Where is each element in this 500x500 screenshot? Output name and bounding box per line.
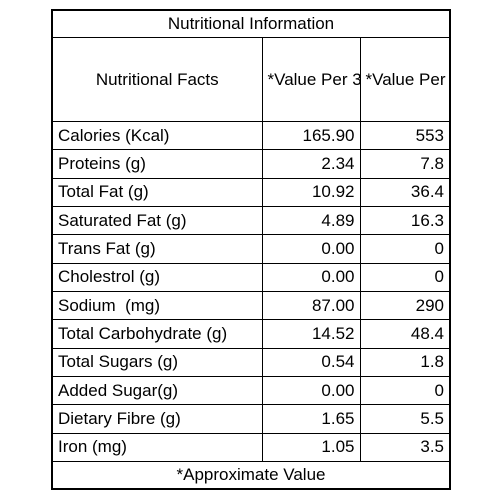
value-per-30g: 2.34	[261, 149, 361, 179]
value-per-100g: 0	[359, 234, 451, 264]
value-per-100g: 3.5	[359, 432, 451, 463]
table-row: Added Sugar(g) 0.00 0	[51, 375, 451, 406]
title-row: Nutritional Information	[51, 9, 451, 38]
table-row: Dietary Fibre (g) 1.65 5.5	[51, 404, 451, 434]
header-nutritional-facts: Nutritional Facts	[51, 37, 263, 122]
nutrient-label: Sodium (mg)	[51, 290, 263, 321]
nutrient-label: Total Fat (g)	[51, 177, 263, 207]
value-per-100g: 0	[359, 262, 451, 292]
value-per-30g: 1.65	[261, 404, 361, 434]
table-row: Saturated Fat (g) 4.89 16.3	[51, 205, 451, 236]
value-per-100g: 553	[359, 120, 451, 151]
value-per-30g: 10.92	[261, 177, 361, 207]
footer-row: *Approximate Value	[51, 461, 451, 490]
table-row: Total Fat (g) 10.92 36.4	[51, 177, 451, 207]
table-row: Iron (mg) 1.05 3.5	[51, 432, 451, 463]
nutrient-label: Total Sugars (g)	[51, 347, 263, 377]
nutrient-label: Calories (Kcal)	[51, 120, 263, 151]
value-per-100g: 16.3	[359, 205, 451, 236]
table-row: Proteins (g) 2.34 7.8	[51, 149, 451, 179]
nutrient-label: Saturated Fat (g)	[51, 205, 263, 236]
nutrient-label: Cholestrol (g)	[51, 262, 263, 292]
value-per-30g: 0.54	[261, 347, 361, 377]
value-per-30g: 0.00	[261, 262, 361, 292]
table-row: Trans Fat (g) 0.00 0	[51, 234, 451, 264]
table-row: Sodium (mg) 87.00 290	[51, 290, 451, 321]
table-row: Total Sugars (g) 0.54 1.8	[51, 347, 451, 377]
nutrient-label: Iron (mg)	[51, 432, 263, 463]
value-per-30g: 165.90	[261, 120, 361, 151]
value-per-100g: 0	[359, 375, 451, 406]
value-per-100g: 5.5	[359, 404, 451, 434]
value-per-30g: 0.00	[261, 375, 361, 406]
value-per-30g: 14.52	[261, 319, 361, 349]
value-per-100g: 7.8	[359, 149, 451, 179]
header-row: Nutritional Facts *Value Per 30 G *Value…	[51, 37, 451, 122]
nutrient-label: Total Carbohydrate (g)	[51, 319, 263, 349]
nutrient-label: Added Sugar(g)	[51, 375, 263, 406]
nutrient-label: Dietary Fibre (g)	[51, 404, 263, 434]
nutrient-label: Proteins (g)	[51, 149, 263, 179]
table-title: Nutritional Information	[51, 9, 451, 38]
value-per-30g: 4.89	[261, 205, 361, 236]
table-row: Total Carbohydrate (g) 14.52 48.4	[51, 319, 451, 349]
value-per-100g: 48.4	[359, 319, 451, 349]
header-value-per-100g: *Value Per 100 G	[359, 37, 451, 122]
nutrition-table: Nutritional Information Nutritional Fact…	[51, 9, 451, 490]
nutrient-label: Trans Fat (g)	[51, 234, 263, 264]
approximate-value-note: *Approximate Value	[51, 461, 451, 490]
table-row: Cholestrol (g) 0.00 0	[51, 262, 451, 292]
value-per-100g: 36.4	[359, 177, 451, 207]
header-value-per-30g: *Value Per 30 G	[261, 37, 361, 122]
value-per-30g: 87.00	[261, 290, 361, 321]
value-per-30g: 1.05	[261, 432, 361, 463]
value-per-30g: 0.00	[261, 234, 361, 264]
value-per-100g: 290	[359, 290, 451, 321]
value-per-100g: 1.8	[359, 347, 451, 377]
table-row: Calories (Kcal) 165.90 553	[51, 120, 451, 151]
